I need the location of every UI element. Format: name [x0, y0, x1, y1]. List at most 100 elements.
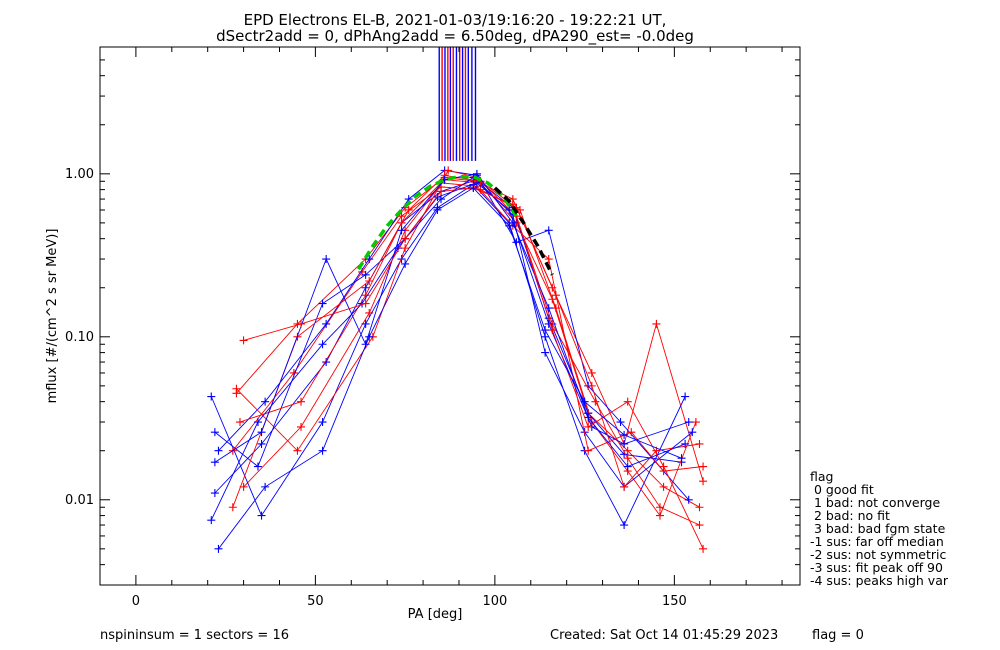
data-point [365, 332, 374, 341]
legend-entry: 0 good fit [810, 482, 874, 497]
data-point [444, 166, 453, 175]
data-point [580, 397, 589, 406]
data-point [620, 439, 629, 448]
series-1 [239, 175, 704, 512]
legend-title: flag [810, 469, 833, 484]
data-point [544, 255, 553, 264]
series-11 [228, 171, 704, 512]
data-point [361, 340, 370, 349]
data-point [681, 392, 690, 401]
data-point [232, 384, 241, 393]
data-point [437, 195, 446, 204]
legend-entry: -3 sus: fit peak off 90 [810, 560, 943, 575]
data-point [318, 299, 327, 308]
series-9 [236, 178, 708, 476]
footer-created: Created: Sat Oct 14 01:45:29 2023 [550, 628, 778, 643]
data-point [659, 462, 668, 471]
data-point [365, 276, 374, 285]
data-point [699, 477, 708, 486]
data-point [318, 446, 327, 455]
footer-sectors: nspininsum = 1 sectors = 16 [100, 628, 289, 643]
data-point [541, 326, 550, 335]
data-point [322, 255, 331, 264]
data-point [684, 418, 693, 427]
data-point [397, 212, 406, 221]
fit-curve-1 [357, 174, 518, 271]
series-7 [232, 166, 704, 530]
series-line-14 [218, 187, 682, 550]
data-point [253, 418, 262, 427]
x-axis-label: PA [deg] [408, 607, 463, 622]
series-2 [210, 175, 686, 498]
data-point [544, 226, 553, 235]
y-axis-label: mflux [#/(cm^2 s sr MeV)] [45, 229, 60, 404]
data-point [505, 205, 514, 214]
data-point [551, 291, 560, 300]
y-tick-label: 1.00 [65, 167, 94, 182]
data-point [623, 454, 632, 463]
data-point [584, 413, 593, 422]
data-point [591, 397, 600, 406]
data-point [541, 332, 550, 341]
data-point [297, 422, 306, 431]
x-tick-label: 50 [307, 594, 324, 609]
series-3 [232, 173, 708, 486]
data-point [207, 516, 216, 525]
series-line-10 [210, 182, 689, 521]
data-point [695, 521, 704, 530]
data-point [361, 283, 370, 292]
data-point [695, 439, 704, 448]
data-point [587, 368, 596, 377]
data-point [677, 454, 686, 463]
series-line-9 [239, 182, 704, 472]
data-point [691, 418, 700, 427]
data-point [253, 462, 262, 471]
peak-markers [438, 47, 477, 161]
data-point [210, 489, 219, 498]
series-line-6 [218, 169, 690, 501]
data-point [472, 178, 481, 187]
data-point [548, 326, 557, 335]
fit-layer [357, 174, 554, 276]
legend-entry: -2 sus: not symmetric [810, 547, 946, 562]
data-point [584, 422, 593, 431]
data-point [505, 221, 514, 230]
data-point [401, 234, 410, 243]
series-line-2 [214, 179, 682, 494]
data-point [699, 544, 708, 553]
data-point [699, 462, 708, 471]
data-point [239, 336, 248, 345]
fit-curve-2 [493, 186, 554, 276]
series-line-7 [236, 169, 700, 526]
legend-entry: 3 bad: bad fgm state [810, 521, 946, 536]
data-point [214, 544, 223, 553]
data-point [318, 340, 327, 349]
legend-entry: -1 sus: far off median [810, 534, 944, 549]
data-point [623, 446, 632, 455]
data-point [214, 446, 223, 455]
data-point [652, 319, 661, 328]
data-point [297, 319, 306, 328]
data-point [620, 482, 629, 491]
plot-frame [99, 46, 801, 586]
x-tick-label: 100 [482, 594, 507, 609]
data-point [541, 348, 550, 357]
chart-title-line-2: dSectr2add = 0, dPhAng2add = 6.50deg, dP… [216, 27, 694, 46]
data-point [361, 299, 370, 308]
data-point [318, 418, 327, 427]
data-point [297, 397, 306, 406]
flag-legend: flag 0 good fit 1 bad: not converge 2 ba… [810, 469, 949, 588]
y-tick-label: 0.01 [65, 493, 94, 508]
data-point [207, 392, 216, 401]
series-5 [228, 183, 700, 520]
data-point [695, 503, 704, 512]
data-point [365, 255, 374, 264]
series-13 [239, 183, 708, 553]
data-point [587, 381, 596, 390]
data-point [261, 397, 270, 406]
data-point [404, 205, 413, 214]
series-line-4 [210, 183, 686, 527]
data-point [627, 428, 636, 437]
data-point [437, 187, 446, 196]
